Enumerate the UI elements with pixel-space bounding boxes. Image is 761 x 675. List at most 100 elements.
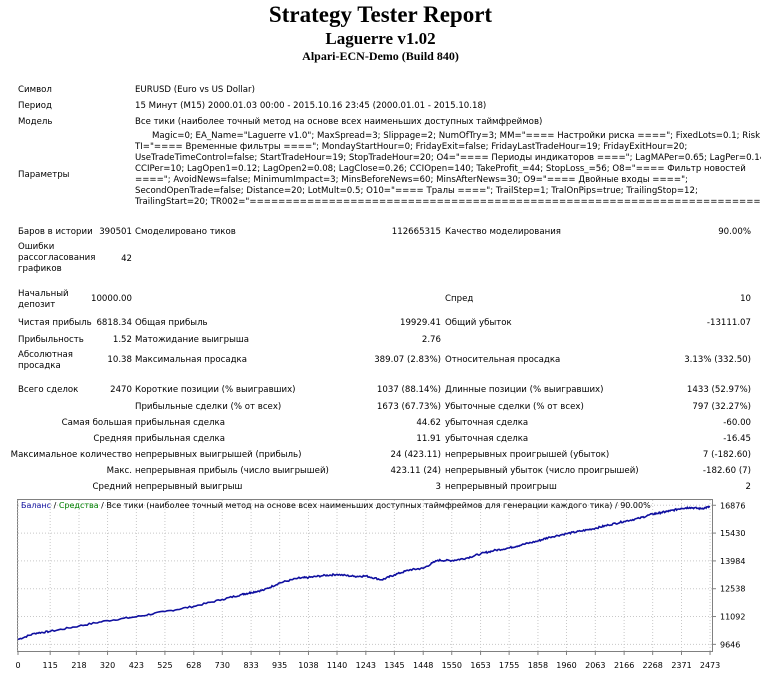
spread-label: Спред xyxy=(445,294,474,304)
balance-line xyxy=(17,505,711,641)
short-positions-value: 1037 (88.14%) xyxy=(376,385,441,395)
bars-value: 390501 xyxy=(99,227,132,237)
loss-trades-value: 797 (32.27%) xyxy=(692,402,751,412)
x-tick-label: 320 xyxy=(100,661,115,670)
errors-label-3: графиков xyxy=(18,264,62,274)
params-line: TrailingStart=20; TR002="===============… xyxy=(135,197,761,207)
params-line: CCIPer=10; LagOpen1=0.12; LagOpen2=0.08;… xyxy=(135,164,746,174)
y-tick-label: 16876 xyxy=(720,501,745,510)
series-group xyxy=(17,505,711,641)
avg-cons-losses-label: непрерывный проигрыш xyxy=(445,482,557,492)
deposit-label-2: депозит xyxy=(18,300,56,310)
x-tick-label: 935 xyxy=(272,661,287,670)
x-tick-label: 2473 xyxy=(700,661,720,670)
loss-trades-label: Убыточные сделки (% от всех) xyxy=(445,402,584,412)
max-label: Макс. xyxy=(106,466,132,476)
x-tick-label: 218 xyxy=(71,661,86,670)
params-line: SecondOpenTrade=false; Distance=20; LotM… xyxy=(135,186,698,196)
x-tick-label: 1960 xyxy=(556,661,576,670)
profit-trades-value: 1673 (67.73%) xyxy=(376,402,441,412)
max-count-label: Максимальное количество xyxy=(10,450,132,460)
server-build: Alpari-ECN-Demo (Build 840) xyxy=(302,49,459,63)
max-cons-loss-value: -182.60 (7) xyxy=(702,466,751,476)
x-tick-label: 1858 xyxy=(528,661,548,670)
x-tick-label: 1140 xyxy=(327,661,347,670)
x-tick-label: 628 xyxy=(186,661,201,670)
errors-value: 42 xyxy=(121,254,132,264)
params-block: Magic=0; EA_Name="Laguerre v1.0"; MaxSpr… xyxy=(135,131,761,208)
max-cons-profit-value: 423.11 (24) xyxy=(390,466,441,476)
y-tick-label: 11092 xyxy=(720,613,745,622)
rel-drawdown-label: Относительная просадка xyxy=(445,355,561,365)
legend-balance: Баланс xyxy=(21,501,51,510)
model-label: Модель xyxy=(18,117,53,127)
spread-value: 10 xyxy=(740,294,751,304)
ticks-label: Смоделировано тиков xyxy=(135,227,236,237)
y-tick-label: 12538 xyxy=(720,585,745,594)
deposit-value: 10000.00 xyxy=(90,294,132,304)
total-trades-label: Всего сделок xyxy=(18,385,79,395)
net-profit-value: 6818.34 xyxy=(96,318,132,328)
y-tick-label: 9646 xyxy=(720,640,740,649)
x-tick-label: 2268 xyxy=(642,661,662,670)
symbol-label: Символ xyxy=(18,85,52,95)
max-cons-loss-label: непрерывный убыток (число проигрышей) xyxy=(445,466,639,476)
avg-cons-wins-value: 3 xyxy=(435,482,441,492)
x-tick-label: 2063 xyxy=(585,661,605,670)
params-line: TI="==== Временные фильтры ===="; Monday… xyxy=(135,142,688,152)
max-cons-profit-label: непрерывная прибыль (число выигрышей) xyxy=(135,466,329,476)
x-tick-label: 1243 xyxy=(356,661,376,670)
chart-legend: Баланс / Средства / Все тики (наиболее т… xyxy=(21,501,651,510)
profit-trades-label: Прибыльные сделки (% от всех) xyxy=(135,402,282,412)
quality-label: Качество моделирования xyxy=(445,227,561,237)
largest-loss-label: убыточная сделка xyxy=(445,418,529,428)
largest-profit-label: прибыльная сделка xyxy=(135,418,225,428)
net-profit-label: Чистая прибыль xyxy=(18,318,92,328)
x-tick-label: 2166 xyxy=(614,661,634,670)
avg-label: Средний xyxy=(92,482,132,492)
symbol-value: EURUSD (Euro vs US Dollar) xyxy=(135,85,255,95)
x-tick-label: 730 xyxy=(215,661,230,670)
params-label: Параметры xyxy=(18,170,70,180)
avg-cons-wins-label: непрерывный выигрыш xyxy=(135,482,243,492)
largest-profit-value: 44.62 xyxy=(416,418,441,428)
profit-factor-value: 1.52 xyxy=(112,335,132,345)
long-positions-label: Длинные позиции (% выигравших) xyxy=(445,385,604,395)
x-tick-label: 525 xyxy=(157,661,172,670)
period-value: 15 Минут (M15) 2000.01.03 00:00 - 2015.1… xyxy=(135,101,487,111)
average-label: Средняя xyxy=(93,434,132,444)
x-tick-label: 423 xyxy=(129,661,144,670)
y-tick-label: 15430 xyxy=(720,529,745,538)
total-trades-value: 2470 xyxy=(110,385,132,395)
balance-chart: Баланс / Средства / Все тики (наиболее т… xyxy=(14,497,758,671)
average-profit-value: 11.91 xyxy=(416,434,441,444)
bars-label: Баров в истории xyxy=(18,227,93,237)
average-loss-value: -16.45 xyxy=(723,434,751,444)
x-tick-label: 2371 xyxy=(671,661,691,670)
legend-description: / Все тики (наиболее точный метод на осн… xyxy=(99,501,651,510)
profit-factor-label: Прибыльность xyxy=(18,335,84,345)
average-profit-label: прибыльная сделка xyxy=(135,434,225,444)
short-positions-label: Короткие позиции (% выигравших) xyxy=(135,385,296,395)
x-tick-label: 1448 xyxy=(413,661,433,670)
legend-separator: / xyxy=(51,501,59,510)
x-tick-label: 1345 xyxy=(384,661,404,670)
ticks-value: 112665315 xyxy=(391,227,441,237)
x-tick-labels: 0 115 218 320 423 525 628 730 833 935 1038 1140 1243… xyxy=(15,661,720,670)
max-cons-losses-value: 7 (-182.60) xyxy=(702,450,751,460)
max-drawdown-value: 389.07 (2.83%) xyxy=(374,355,441,365)
balance-chart-svg: Баланс / Средства / Все тики (наиболее т… xyxy=(15,499,745,670)
average-loss-label: убыточная сделка xyxy=(445,434,529,444)
x-tick-label: 833 xyxy=(243,661,258,670)
rel-drawdown-value: 3.13% (332.50) xyxy=(684,355,751,365)
max-cons-wins-label: непрерывных выигрышей (прибыль) xyxy=(135,450,302,460)
params-line: Magic=0; EA_Name="Laguerre v1.0"; MaxSpr… xyxy=(152,131,761,141)
gross-loss-value: -13111.07 xyxy=(706,318,751,328)
x-tick-label: 1038 xyxy=(298,661,318,670)
abs-drawdown-value: 10.38 xyxy=(107,355,132,365)
y-tick-label: 13984 xyxy=(720,557,745,566)
report-title: Strategy Tester Report xyxy=(268,2,493,27)
x-tick-label: 115 xyxy=(43,661,58,670)
x-tick-label: 1550 xyxy=(442,661,462,670)
params-line: UseTradeTimeControl=false; StartTradeHou… xyxy=(135,153,761,163)
